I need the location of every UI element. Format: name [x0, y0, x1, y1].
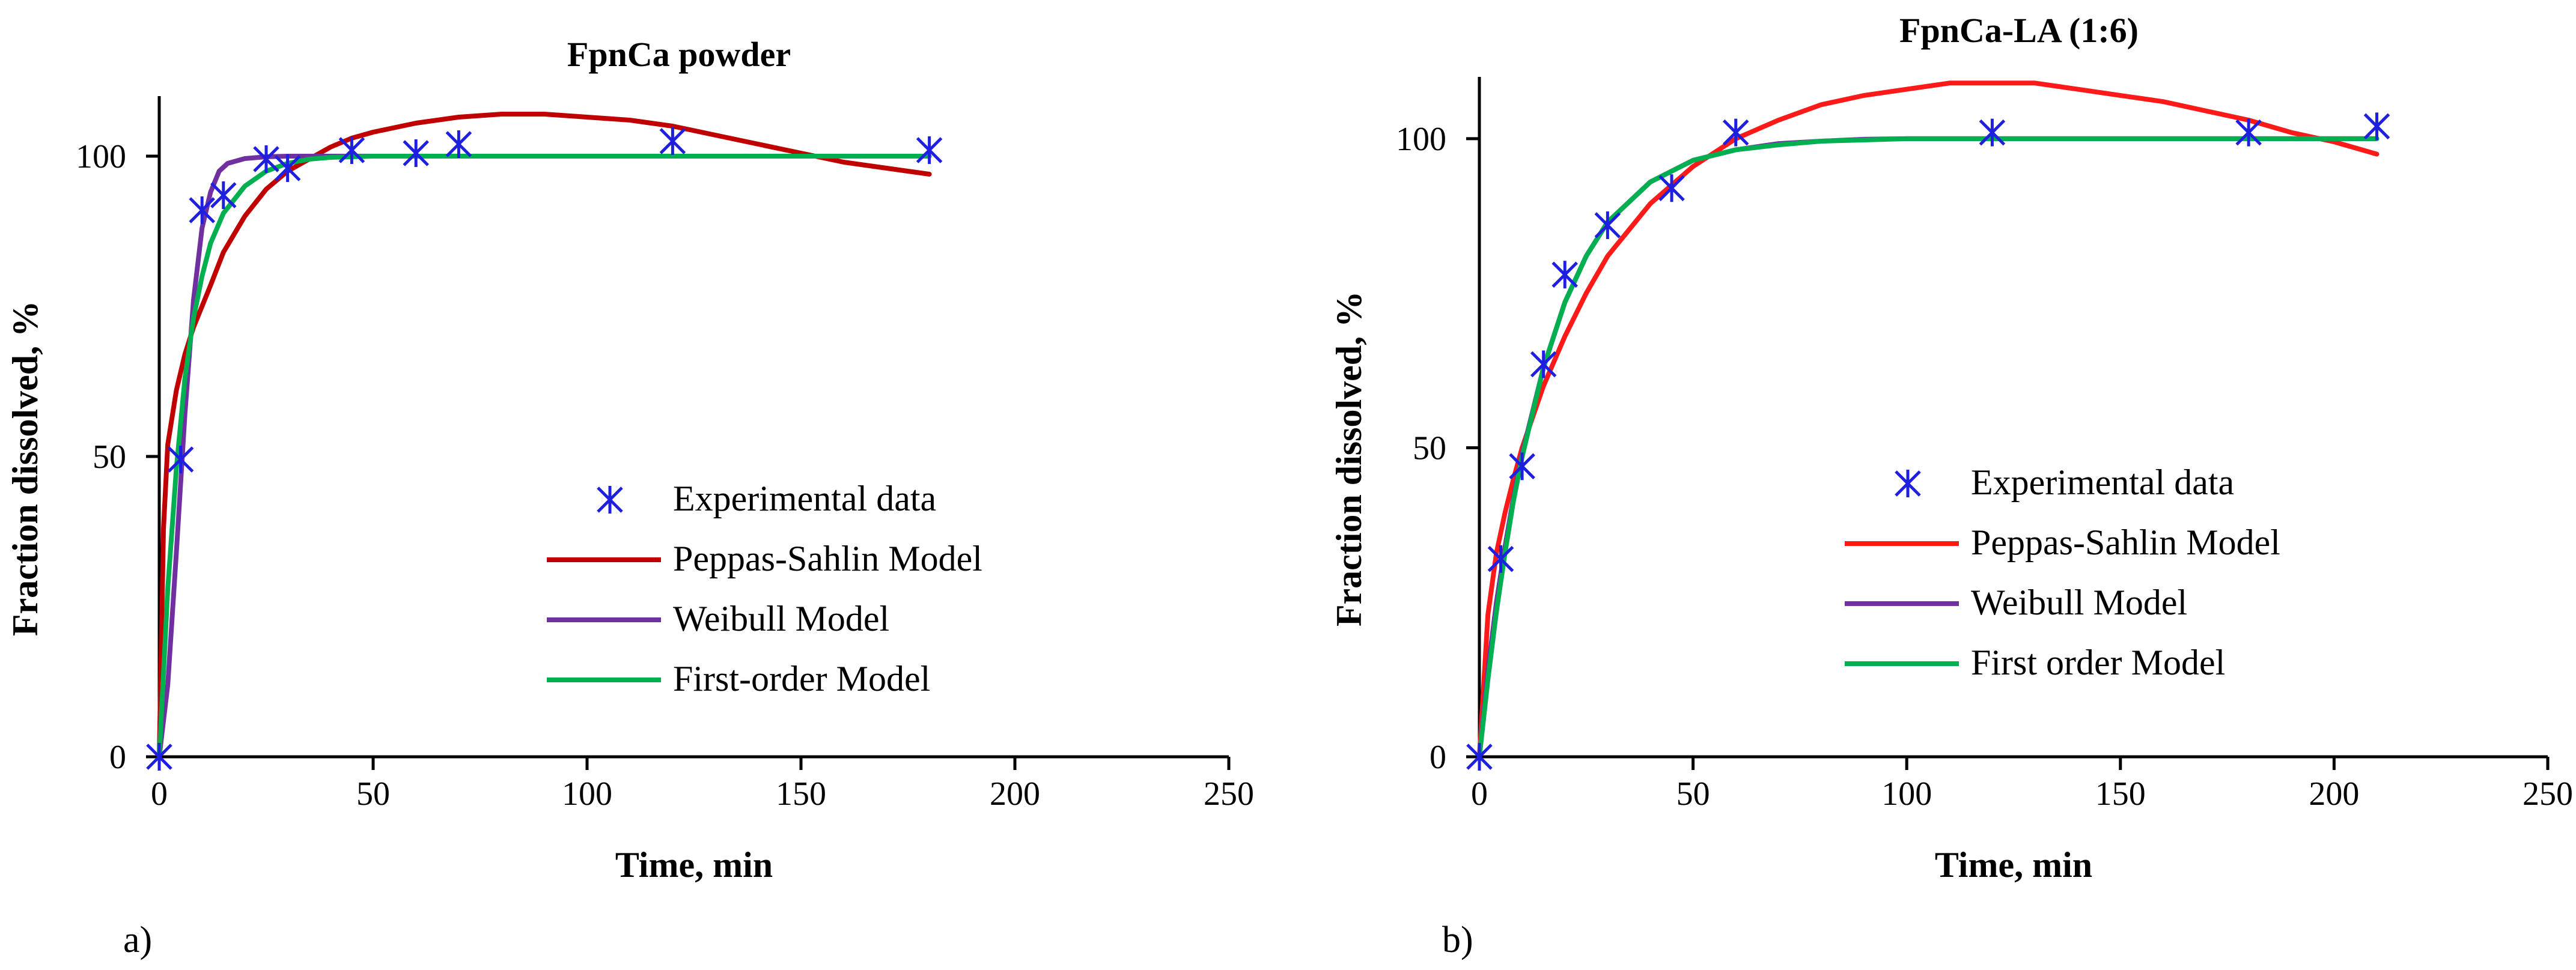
data-point [1979, 118, 2006, 147]
legend-label: First order Model [1971, 643, 2225, 682]
legend-marker [1895, 470, 1921, 497]
legend-label: Weibull Model [673, 599, 889, 638]
legend-item: Peppas-Sahlin Model [1845, 523, 2280, 562]
x-tick-label: 100 [562, 775, 612, 813]
legend-label: First-order Model [673, 659, 930, 699]
data-point [1722, 118, 1749, 147]
panel-label: a) [123, 920, 152, 960]
chart-title: FpnCa powder [567, 35, 791, 74]
data-point [253, 145, 279, 173]
data-point [210, 181, 237, 209]
y-tick-label: 50 [1413, 429, 1446, 467]
data-point [1594, 211, 1621, 239]
data-point [1466, 743, 1493, 771]
legend-item: Weibull Model [547, 599, 889, 638]
series-line-first-order-model [1477, 136, 2380, 759]
y-tick-label: 0 [1430, 739, 1446, 776]
x-tick-label: 150 [776, 775, 826, 813]
data-point [1658, 174, 1685, 202]
panel-label: b) [1442, 920, 1473, 960]
y-axis-title: Fraction dissolved, % [5, 301, 45, 636]
y-axis-title: Fraction dissolved, % [1329, 291, 1369, 626]
data-point [659, 127, 686, 155]
data-point [189, 196, 215, 224]
chart-title: FpnCa-LA (1:6) [1899, 11, 2139, 50]
legend-item: Experimental data [597, 479, 936, 518]
data-point [1530, 350, 1557, 378]
legend-item: First order Model [1845, 643, 2225, 682]
x-tick-label: 250 [1204, 775, 1254, 813]
legend-marker [597, 486, 623, 514]
x-tick-label: 100 [1881, 775, 1932, 813]
data-point [403, 139, 429, 167]
legend-label: Peppas-Sahlin Model [1971, 523, 2280, 562]
x-tick-label: 50 [1676, 775, 1710, 813]
legend: Experimental data Peppas-Sahlin Model Weib… [547, 479, 982, 699]
legend-label: Experimental data [1971, 462, 2234, 502]
data-point [916, 136, 943, 164]
legend-label: Weibull Model [1971, 583, 2187, 622]
data-point [338, 136, 365, 164]
x-axis-title: Time, min [615, 845, 773, 885]
y-tick-label: 50 [93, 438, 126, 476]
data-point [2235, 118, 2262, 147]
x-tick-label: 250 [2523, 775, 2573, 813]
data-point [445, 130, 472, 158]
data-point [2363, 112, 2390, 141]
data-point [1487, 545, 1514, 573]
data-point [146, 743, 172, 771]
legend: Experimental data Peppas-Sahlin Model Weib… [1845, 462, 2280, 682]
chart-panel-b: FpnCa-LA (1:6)0 50 100 150 200 250050100Time,… [1329, 11, 2573, 960]
data-point [1509, 452, 1535, 480]
legend-label: Experimental data [673, 479, 936, 518]
legend-item: First-order Model [547, 659, 930, 699]
x-tick-label: 150 [2095, 775, 2146, 813]
data-point [274, 154, 301, 182]
x-tick-label: 200 [990, 775, 1040, 813]
legend-item: Peppas-Sahlin Model [547, 539, 982, 578]
x-tick-label: 0 [1471, 775, 1488, 813]
data-point [1551, 261, 1579, 289]
x-tick-label: 50 [356, 775, 390, 813]
data-point [167, 446, 194, 473]
legend-item: Experimental data [1895, 462, 2234, 502]
x-tick-label: 0 [151, 775, 168, 813]
y-tick-label: 100 [1396, 121, 1446, 158]
y-tick-label: 0 [109, 739, 126, 776]
x-axis-title: Time, min [1935, 845, 2092, 885]
legend-label: Peppas-Sahlin Model [673, 539, 982, 578]
x-tick-label: 200 [2309, 775, 2359, 813]
y-tick-label: 100 [76, 138, 126, 175]
series-line-peppas-sahlin-model [1477, 80, 2380, 759]
legend-item: Weibull Model [1845, 583, 2187, 622]
